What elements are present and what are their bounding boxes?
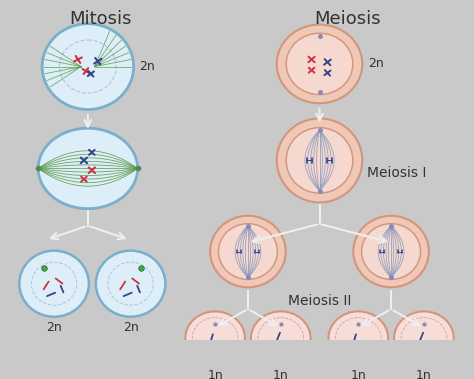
Ellipse shape — [42, 24, 134, 110]
Text: Meiosis I: Meiosis I — [367, 166, 427, 180]
Ellipse shape — [286, 33, 353, 95]
Ellipse shape — [277, 118, 362, 202]
Text: 1n: 1n — [350, 368, 366, 379]
Text: 2n: 2n — [139, 60, 155, 73]
Ellipse shape — [251, 312, 310, 365]
Text: Meiosis II: Meiosis II — [288, 294, 351, 309]
Text: Mitosis: Mitosis — [70, 10, 132, 28]
Ellipse shape — [362, 224, 420, 279]
Ellipse shape — [38, 128, 137, 209]
Ellipse shape — [96, 251, 165, 317]
Ellipse shape — [185, 312, 245, 365]
Ellipse shape — [219, 224, 277, 279]
Ellipse shape — [353, 216, 429, 287]
Text: 1n: 1n — [416, 368, 432, 379]
Text: 2n: 2n — [46, 321, 62, 334]
Text: 1n: 1n — [273, 368, 289, 379]
Text: 1n: 1n — [207, 368, 223, 379]
Text: 2n: 2n — [123, 321, 138, 334]
Text: Meiosis: Meiosis — [314, 10, 381, 28]
Ellipse shape — [19, 251, 89, 317]
Ellipse shape — [286, 128, 353, 193]
Text: 2n: 2n — [368, 58, 384, 70]
Ellipse shape — [277, 25, 362, 103]
Ellipse shape — [210, 216, 286, 287]
Ellipse shape — [394, 312, 454, 365]
Ellipse shape — [328, 312, 388, 365]
